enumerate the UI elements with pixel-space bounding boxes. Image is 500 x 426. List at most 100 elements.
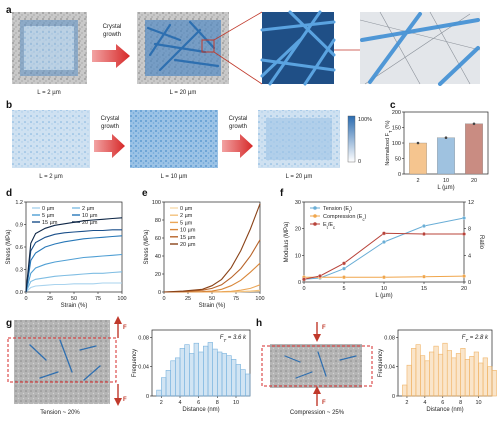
d-ylabel: Stress (MPa) bbox=[6, 229, 12, 264]
f-point-0-4 bbox=[422, 224, 426, 228]
h-hist-bar-3 bbox=[415, 344, 421, 397]
f-point-1-3 bbox=[382, 275, 386, 280]
g-xtick-label: 4 bbox=[178, 400, 181, 406]
density-box-b2 bbox=[130, 110, 218, 168]
e-xtick-label: 25 bbox=[185, 296, 191, 302]
crystal-growth-arrow-b1 bbox=[94, 134, 125, 158]
g-hist-bar-19 bbox=[245, 373, 251, 397]
h-ytick-label: 0.04 bbox=[384, 365, 395, 371]
f-y2tick-label: 4 bbox=[468, 253, 471, 259]
tension-snapshot bbox=[7, 320, 117, 404]
arrow-text-a-line2: growth bbox=[103, 32, 121, 38]
e-legend-label-1: 2 µm bbox=[180, 213, 193, 219]
g-hist-bar-2 bbox=[165, 370, 171, 397]
g-xtick-label: 8 bbox=[216, 400, 219, 406]
panel-label-g: g bbox=[6, 318, 12, 329]
e-xtick-label: 50 bbox=[209, 296, 215, 302]
force-label-g-top: F bbox=[123, 325, 127, 331]
h-xtick-label: 8 bbox=[459, 400, 462, 406]
f-y2tick-label: 12 bbox=[468, 200, 474, 206]
d-ytick-label: 0.6 bbox=[15, 245, 23, 251]
g-hist-bar-17 bbox=[235, 364, 241, 397]
compression-force-arrow-bottom bbox=[313, 386, 321, 406]
d-ytick-label: 0.3 bbox=[15, 268, 23, 274]
h-hist-bar-12 bbox=[455, 353, 461, 397]
h-ytick-label: 0.08 bbox=[384, 335, 395, 341]
f-point-1-5 bbox=[462, 274, 466, 279]
c-ytick-label: 100 bbox=[392, 141, 401, 147]
g-annotation: FT = 3.6 k bbox=[220, 335, 247, 343]
c-ylabel: Normalized FT (%) bbox=[385, 120, 393, 165]
h-hist-bar-7 bbox=[433, 345, 439, 397]
d-series-line-1 bbox=[25, 271, 123, 293]
g-hist-bar-4 bbox=[175, 357, 181, 397]
e-ytick-label: 80 bbox=[155, 218, 161, 224]
d-ytick-label: 0.9 bbox=[15, 223, 23, 229]
h-annotation: FT = 2.8 k bbox=[462, 335, 489, 343]
f-legend-marker-0 bbox=[313, 206, 317, 210]
crystal-growth-arrow-b2 bbox=[222, 134, 253, 158]
density-colorbar bbox=[347, 115, 356, 163]
d-series-line-0 bbox=[25, 282, 122, 293]
g-hist-bar-5 bbox=[179, 348, 185, 397]
zoom-view-chains bbox=[359, 11, 481, 86]
d-ytick-label: 1.2 bbox=[15, 200, 23, 206]
h-xtick-label: 2 bbox=[405, 400, 408, 406]
d-xlabel: Strain (%) bbox=[61, 303, 88, 309]
zoom-view-crystals bbox=[260, 10, 336, 86]
h-hist-bar-11 bbox=[451, 357, 457, 397]
d-xtick-label: 75 bbox=[95, 296, 101, 302]
h-hist-bar-16 bbox=[473, 351, 479, 397]
f-xlabel: L (µm) bbox=[375, 293, 392, 299]
h-hist-bar-20 bbox=[491, 370, 497, 397]
g-hist-bar-8 bbox=[193, 342, 199, 397]
f-ytick-label: 20 bbox=[295, 227, 301, 233]
d-ytick-label: 0.0 bbox=[15, 290, 23, 296]
f-xtick-label: 10 bbox=[381, 286, 387, 292]
h-hist-bar-8 bbox=[437, 353, 444, 397]
g-hist-bar-14 bbox=[221, 353, 227, 397]
panel-label-e: e bbox=[142, 188, 148, 199]
e-xtick-label: 75 bbox=[233, 296, 239, 302]
f-legend-label-1: Compression (Ec) bbox=[323, 214, 367, 222]
c-ytick-label: 200 bbox=[392, 110, 401, 116]
colorbar-bottom-label: 0 bbox=[358, 159, 361, 165]
simulation-box-a1 bbox=[12, 12, 87, 84]
f-legend-marker-1 bbox=[313, 214, 317, 218]
panel-label-h: h bbox=[256, 318, 262, 329]
f-point-2-5 bbox=[462, 232, 466, 236]
chart-normalized-ft: 0 50 100 150 200 2 10 20 L (µm) Normalized FT (%) bbox=[385, 110, 489, 191]
g-hist-bar-18 bbox=[240, 369, 246, 397]
h-hist-bar-14 bbox=[464, 359, 470, 397]
h-hist-bar-1 bbox=[406, 364, 412, 397]
h-hist-bar-15 bbox=[469, 356, 475, 397]
g-ytick-label: 0.08 bbox=[138, 335, 149, 341]
g-hist-bar-11 bbox=[207, 342, 213, 397]
g-xtick-label: 10 bbox=[233, 400, 239, 406]
chart-modulus-vs-length: 0 10 20 30 0 5 10 15 20 L (µm) Modulus (MPa) 0 4 8 12 R… bbox=[284, 200, 484, 299]
f-series-line-2 bbox=[303, 232, 464, 280]
d-series-line-3 bbox=[25, 235, 123, 293]
d-series-line-4 bbox=[25, 229, 122, 293]
f-point-2-3 bbox=[382, 231, 386, 236]
d-xtick-label: 100 bbox=[117, 296, 126, 302]
g-hist-bar-16 bbox=[231, 359, 237, 397]
d-legend-label-3: 10 µm bbox=[82, 213, 98, 219]
e-ytick-label: 20 bbox=[155, 272, 161, 278]
d-legend-label-4: 15 µm bbox=[42, 220, 58, 226]
colorbar-top-label: 100% bbox=[358, 117, 372, 123]
caption-a2: L = 20 µm bbox=[170, 90, 197, 96]
f-point-2-1 bbox=[318, 274, 322, 278]
h-xtick-label: 6 bbox=[441, 400, 444, 406]
h-hist-bar-10 bbox=[446, 350, 453, 397]
arrow-text-b1-line2: growth bbox=[101, 124, 119, 130]
zoom-line-top bbox=[213, 11, 263, 41]
g-hist-bar-1 bbox=[161, 377, 167, 397]
g-hist-bar-15 bbox=[226, 355, 232, 397]
e-xtick-label: 100 bbox=[255, 296, 264, 302]
d-legend-label-1: 2 µm bbox=[82, 206, 95, 212]
g-hist-bar-9 bbox=[198, 351, 204, 397]
panel-label-a: a bbox=[6, 5, 12, 16]
c-bar-2 bbox=[409, 142, 427, 175]
e-ytick-label: 0 bbox=[158, 290, 161, 296]
